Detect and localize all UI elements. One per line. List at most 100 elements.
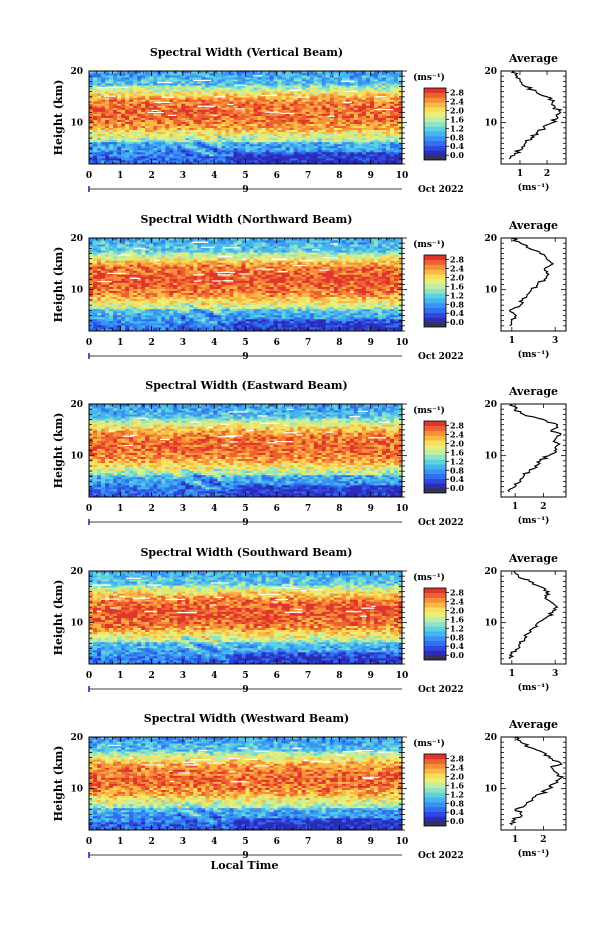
heatmap-cell bbox=[305, 99, 311, 102]
heatmap-cell bbox=[313, 153, 319, 157]
heatmap-cell bbox=[365, 308, 371, 312]
heatmap-cell bbox=[221, 129, 226, 133]
heatmap-cell bbox=[253, 131, 258, 135]
heatmap-cell bbox=[181, 75, 186, 78]
heatmap-cell bbox=[109, 119, 114, 122]
heatmap-cell bbox=[337, 113, 343, 116]
heatmap-cell bbox=[201, 149, 206, 153]
heatmap-cell bbox=[357, 149, 363, 153]
heatmap-cell bbox=[349, 328, 355, 332]
heatmap-cell bbox=[277, 101, 283, 104]
heatmap-cell bbox=[305, 139, 311, 143]
heatmap-cell bbox=[153, 322, 158, 326]
heatmap-cell bbox=[257, 107, 262, 110]
heatmap-cell bbox=[205, 119, 210, 122]
heatmap-cell bbox=[201, 143, 206, 147]
heatmap-cell bbox=[341, 308, 347, 312]
heatmap-cell bbox=[261, 73, 266, 76]
heatmap-cell bbox=[149, 91, 154, 94]
heatmap-cell bbox=[89, 73, 94, 76]
heatmap-cell bbox=[389, 85, 395, 88]
heatmap-cell bbox=[381, 99, 387, 102]
heatmap-cell bbox=[365, 101, 371, 104]
heatmap-cell bbox=[181, 131, 186, 135]
heatmap-cell bbox=[233, 157, 238, 161]
heatmap-cell bbox=[369, 125, 375, 129]
heatmap-cell bbox=[141, 151, 146, 155]
heatmap-cell bbox=[181, 306, 186, 310]
heatmap-cell bbox=[289, 324, 295, 328]
heatmap-cell bbox=[145, 97, 150, 100]
heatmap-cell bbox=[129, 143, 134, 147]
heatmap-cell bbox=[157, 326, 162, 330]
heatmap-cell bbox=[133, 97, 138, 100]
heatmap-cell bbox=[217, 125, 222, 129]
heatmap-cell bbox=[137, 157, 142, 161]
heatmap-cell bbox=[133, 324, 138, 328]
heatmap-cell bbox=[257, 304, 262, 308]
heatmap-cell bbox=[177, 87, 182, 90]
heatmap-cell bbox=[221, 133, 226, 137]
heatmap-cell bbox=[153, 127, 158, 131]
heatmap-cell bbox=[261, 161, 266, 165]
heatmap-cell bbox=[201, 83, 206, 86]
heatmap-cell bbox=[225, 113, 230, 116]
heatmap-cell bbox=[97, 103, 102, 106]
heatmap-cell bbox=[173, 79, 178, 82]
heatmap-cell bbox=[233, 161, 238, 165]
heatmap-cell bbox=[133, 302, 138, 306]
heatmap-cell bbox=[381, 107, 387, 110]
heatmap-cell bbox=[113, 155, 118, 159]
heatmap-cell bbox=[177, 316, 182, 320]
heatmap-cell bbox=[113, 127, 118, 131]
heatmap-cell bbox=[285, 123, 291, 126]
heatmap-cell bbox=[201, 155, 206, 159]
heatmap-cell bbox=[97, 157, 102, 161]
heatmap-cell bbox=[269, 161, 274, 165]
heatmap-cell bbox=[321, 75, 327, 78]
heatmap-cell bbox=[157, 85, 162, 88]
heatmap-cell bbox=[177, 318, 182, 322]
heatmap-cell bbox=[149, 101, 154, 104]
heatmap-cell bbox=[369, 149, 375, 153]
heatmap-cell bbox=[89, 155, 94, 159]
heatmap-cell bbox=[329, 310, 335, 314]
heatmap-cell bbox=[373, 123, 379, 126]
heatmap-cell bbox=[189, 97, 194, 100]
heatmap-cell bbox=[237, 77, 242, 80]
colorbar-unit: (ms⁻¹) bbox=[413, 72, 445, 83]
heatmap-cell bbox=[325, 121, 331, 124]
panel-title: Spectral Width (Northward Beam) bbox=[141, 213, 353, 226]
heatmap-cell bbox=[121, 300, 126, 304]
heatmap-cell bbox=[209, 147, 214, 151]
heatmap-cell bbox=[325, 310, 331, 314]
heatmap-cell bbox=[165, 312, 170, 316]
heatmap-cell bbox=[281, 113, 287, 116]
heatmap-cell bbox=[333, 121, 339, 124]
heatmap-cell bbox=[337, 326, 343, 330]
heatmap-cell bbox=[197, 133, 202, 137]
heatmap-cell bbox=[97, 107, 102, 110]
heatmap-cell bbox=[365, 135, 371, 139]
heatmap-cell bbox=[217, 308, 222, 312]
heatmap-cell bbox=[205, 129, 210, 133]
heatmap-cell bbox=[269, 326, 274, 330]
heatmap-cell bbox=[393, 83, 399, 86]
heatmap-cell bbox=[321, 151, 327, 155]
heatmap-cell bbox=[157, 133, 162, 137]
heatmap-cell bbox=[397, 159, 403, 163]
heatmap-cell bbox=[117, 77, 122, 80]
heatmap-cell bbox=[357, 81, 363, 84]
heatmap-cell bbox=[337, 97, 343, 100]
heatmap-cell bbox=[173, 121, 178, 124]
heatmap-cell bbox=[293, 101, 299, 104]
heatmap-cell bbox=[369, 328, 375, 332]
heatmap-cell bbox=[193, 75, 198, 78]
heatmap-cell bbox=[309, 71, 315, 74]
heatmap-cell bbox=[161, 89, 166, 92]
heatmap-cell bbox=[177, 97, 182, 100]
heatmap-cell bbox=[365, 326, 371, 330]
heatmap-cell bbox=[221, 326, 226, 330]
heatmap-cell bbox=[229, 129, 234, 133]
heatmap-cell bbox=[253, 117, 258, 120]
